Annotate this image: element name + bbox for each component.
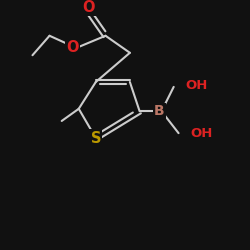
Text: S: S	[90, 130, 101, 146]
Text: B: B	[154, 104, 164, 118]
Text: O: O	[82, 0, 95, 15]
Text: O: O	[66, 40, 79, 56]
Text: OH: OH	[191, 127, 213, 140]
Text: OH: OH	[186, 79, 208, 92]
